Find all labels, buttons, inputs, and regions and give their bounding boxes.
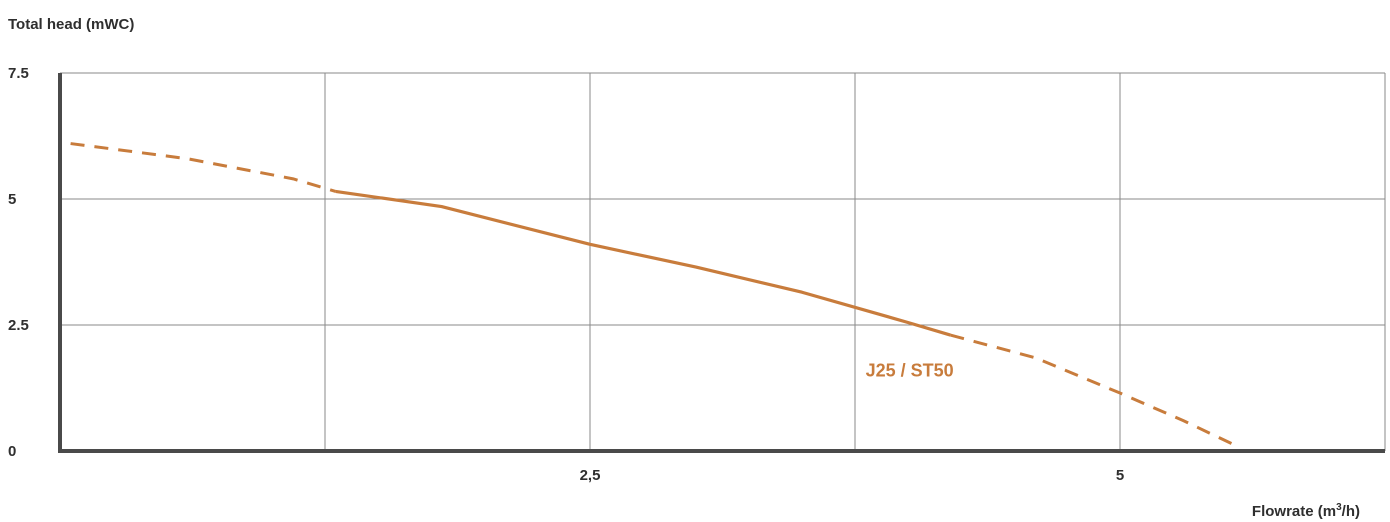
x-axis-title-superscript: 3	[1336, 502, 1342, 513]
y-tick-label: 5	[8, 191, 16, 208]
y-tick-label: 0	[8, 443, 16, 460]
series-curve-solid	[335, 189, 951, 337]
series-curve-dashed-start	[70, 142, 337, 193]
x-axis-title: Flowrate (m3/h)	[1252, 502, 1360, 520]
x-tick-label: 5	[1116, 467, 1124, 484]
x-axis-title-tail: /h)	[1341, 503, 1360, 520]
x-tick-label: 2,5	[580, 467, 601, 484]
x-axis-title-main: Flowrate (m	[1251, 503, 1337, 520]
y-tick-label: 7.5	[8, 65, 29, 82]
series-curve-dashed-end	[950, 333, 1238, 448]
y-tick-label: 2.5	[8, 317, 29, 334]
y-axis-title: Total head (mWC)	[8, 16, 135, 33]
series-label: J25 / ST50	[866, 360, 954, 380]
